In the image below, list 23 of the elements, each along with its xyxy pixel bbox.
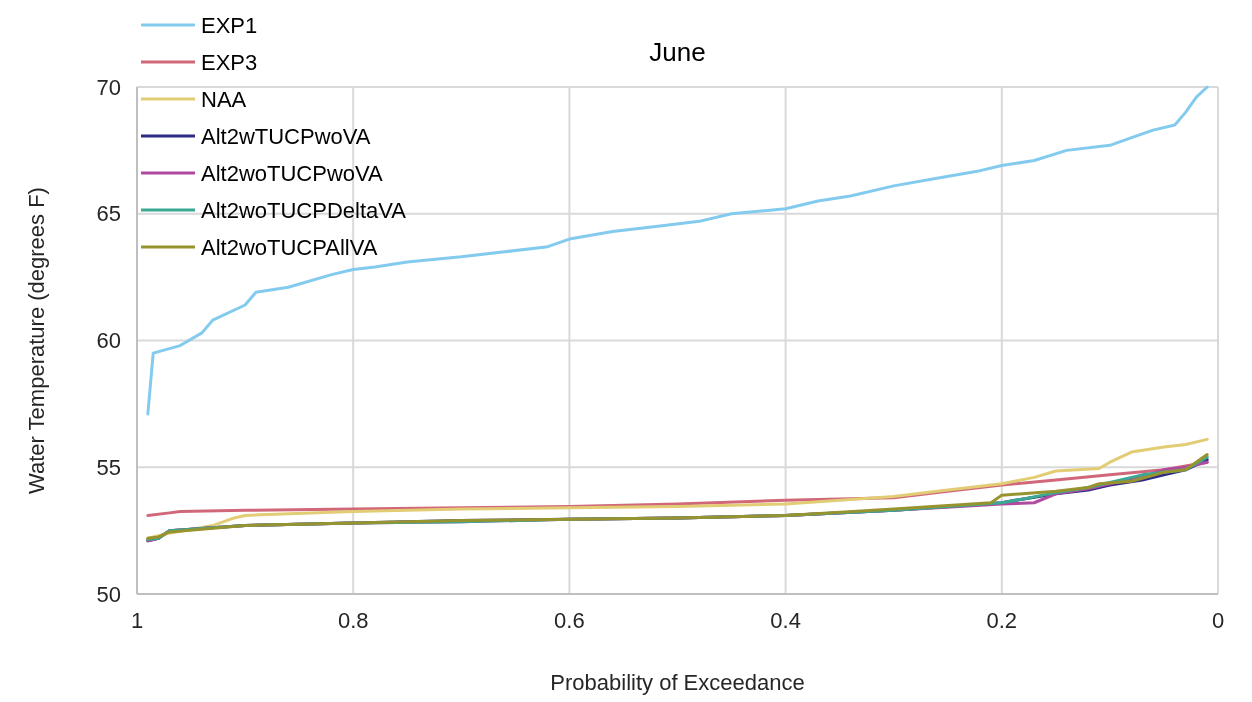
x-tick-label: 0.6 <box>554 608 585 633</box>
x-tick-label: 0.2 <box>986 608 1018 633</box>
y-tick-label: 50 <box>96 581 121 607</box>
legend-label: EXP1 <box>201 12 258 38</box>
x-axis-title: Probability of Exceedance <box>550 670 805 695</box>
line-series <box>146 85 1209 416</box>
legend-label: Alt2woTUCPwoVA <box>201 160 384 186</box>
x-tick-label: 1 <box>130 608 144 633</box>
y-tick-label: 60 <box>96 328 121 354</box>
legend-label: NAA <box>201 86 247 112</box>
legend-label: Alt2woTUCPAllVA <box>201 234 378 260</box>
x-tick-label: 0.8 <box>337 608 369 633</box>
legend-label: Alt2wTUCPwoVA <box>201 123 371 149</box>
legend-label: Alt2woTUCPDeltaVA <box>201 197 407 223</box>
line-series <box>146 437 1209 540</box>
x-tick-label: 0.4 <box>770 608 801 633</box>
x-tick-label: 0 <box>1211 608 1225 633</box>
y-tick-label: 65 <box>96 201 121 227</box>
y-axis-title: Water Temperature (degrees F) <box>24 187 49 494</box>
legend-label: EXP3 <box>201 49 258 75</box>
y-tick-label: 70 <box>96 74 121 100</box>
y-tick-label: 55 <box>96 454 121 480</box>
chart-title: June <box>649 37 706 67</box>
